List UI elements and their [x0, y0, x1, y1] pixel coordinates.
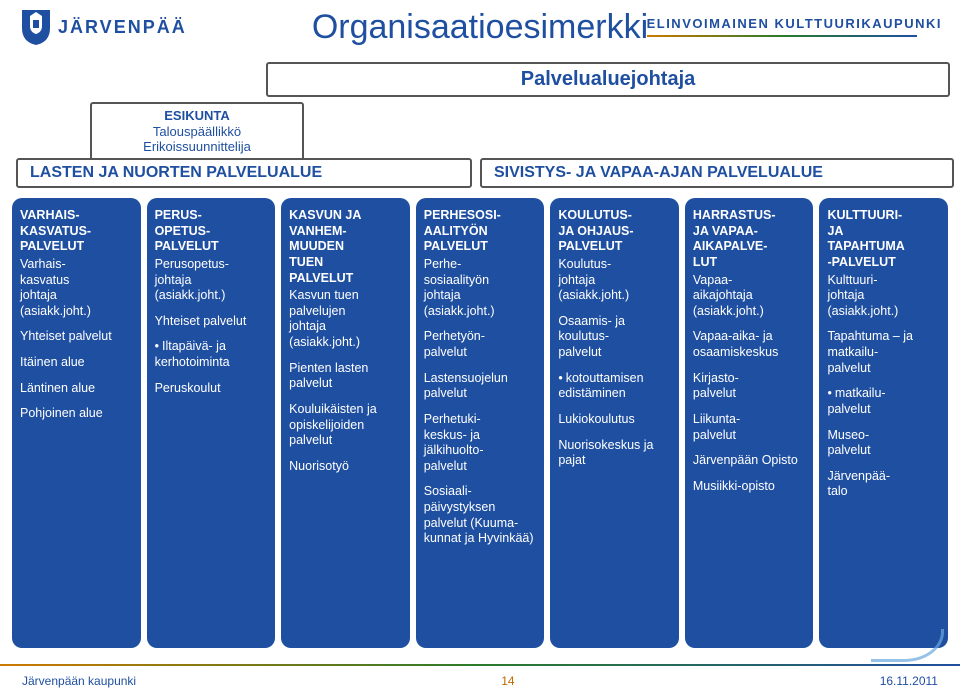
service-column: KOULUTUS-JA OHJAUS-PALVELUTKoulutus-joht…	[550, 198, 679, 648]
column-item: Lastensuojelun palvelut	[424, 371, 537, 402]
column-item: Nuorisokeskus ja pajat	[558, 438, 671, 469]
columns-container: VARHAIS-KASVATUS-PALVELUTVarhais-kasvatu…	[12, 198, 948, 648]
staff-line: Erikoissuunnittelija	[102, 139, 292, 155]
column-item: Yhteiset palvelut	[20, 329, 133, 345]
box-area-right: SIVISTYS- JA VAPAA-AJAN PALVELUALUE	[480, 158, 954, 188]
tagline: Elinvoimainen kulttuurikaupunki	[647, 16, 942, 37]
column-item: Nuorisotyö	[289, 459, 402, 475]
column-item: kotouttamisen edistäminen	[558, 371, 671, 402]
column-heading: HARRASTUS-JA VAPAA-AIKAPALVE-LUT	[693, 208, 806, 271]
column-item: Perhetuki-keskus- ja jälkihuolto-palvelu…	[424, 412, 537, 475]
footer-org: Järvenpään kaupunki	[22, 674, 136, 688]
footer-date: 16.11.2011	[880, 674, 938, 688]
footer-page: 14	[501, 674, 514, 688]
column-item: Kouluikäisten ja opiskelijoiden palvelut	[289, 402, 402, 449]
service-column: PERUS-OPETUS-PALVELUTPerusopetus-johtaja…	[147, 198, 276, 648]
column-heading: PERHESOSI-AALITYÖNPALVELUT	[424, 208, 537, 255]
column-item: Osaamis- ja koulutus-palvelut	[558, 314, 671, 361]
column-subheading: Perhe-sosiaalityönjohtaja(asiakk.joht.)	[424, 257, 537, 320]
column-item: Liikunta-palvelut	[693, 412, 806, 443]
column-heading: KASVUN JAVANHEM-MUUDENTUENPALVELUT	[289, 208, 402, 286]
column-item: Perhetyön-palvelut	[424, 329, 537, 360]
column-item: Järvenpää-talo	[827, 469, 940, 500]
column-item: Läntinen alue	[20, 381, 133, 397]
column-subheading: Varhais-kasvatusjohtaja(asiakk.joht.)	[20, 257, 133, 320]
box-director: Palvelualuejohtaja	[266, 62, 950, 97]
staff-title: ESIKUNTA	[102, 108, 292, 124]
column-item: Pohjoinen alue	[20, 406, 133, 422]
column-subheading: Kasvun tuenpalvelujenjohtaja(asiakk.joht…	[289, 288, 402, 351]
column-subheading: Vapaa-aikajohtaja(asiakk.joht.)	[693, 273, 806, 320]
column-item: Järvenpään Opisto	[693, 453, 806, 469]
box-area-left: LASTEN JA NUORTEN PALVELUALUE	[16, 158, 472, 188]
column-item: Museo-palvelut	[827, 428, 940, 459]
column-item: Vapaa-aika- ja osaamiskeskus	[693, 329, 806, 360]
column-item: Musiikki-opisto	[693, 479, 806, 495]
column-item: Kirjasto-palvelut	[693, 371, 806, 402]
footer: Järvenpään kaupunki 14 16.11.2011	[0, 674, 960, 688]
column-item: Iltapäivä- ja kerhotoiminta	[155, 339, 268, 370]
column-heading: PERUS-OPETUS-PALVELUT	[155, 208, 268, 255]
staff-line: Talouspäällikkö	[102, 124, 292, 140]
column-item: Itäinen alue	[20, 355, 133, 371]
column-item: Tapahtuma – ja matkailu-palvelut	[827, 329, 940, 376]
column-item: Pienten lasten palvelut	[289, 361, 402, 392]
column-item: Lukiokoulutus	[558, 412, 671, 428]
service-column: PERHESOSI-AALITYÖNPALVELUTPerhe-sosiaali…	[416, 198, 545, 648]
column-heading: KOULUTUS-JA OHJAUS-PALVELUT	[558, 208, 671, 255]
column-item: Peruskoulut	[155, 381, 268, 397]
column-heading: KULTTUURI-JATAPAHTUMA-PALVELUT	[827, 208, 940, 271]
column-heading: VARHAIS-KASVATUS-PALVELUT	[20, 208, 133, 255]
service-column: HARRASTUS-JA VAPAA-AIKAPALVE-LUTVapaa-ai…	[685, 198, 814, 648]
column-subheading: Perusopetus-johtaja(asiakk.joht.)	[155, 257, 268, 304]
column-subheading: Koulutus-johtaja(asiakk.joht.)	[558, 257, 671, 304]
service-column: KASVUN JAVANHEM-MUUDENTUENPALVELUTKasvun…	[281, 198, 410, 648]
column-item: matkailu-palvelut	[827, 386, 940, 417]
decorative-swoosh	[871, 629, 944, 662]
box-staff: ESIKUNTA Talouspäällikkö Erikoissuunnitt…	[90, 102, 304, 161]
service-column: VARHAIS-KASVATUS-PALVELUTVarhais-kasvatu…	[12, 198, 141, 648]
column-subheading: Kulttuuri-johtaja(asiakk.joht.)	[827, 273, 940, 320]
footer-divider	[0, 664, 960, 666]
column-item: Yhteiset palvelut	[155, 314, 268, 330]
column-item: Sosiaali-päivystyksen palvelut (Kuuma-ku…	[424, 484, 537, 547]
service-column: KULTTUURI-JATAPAHTUMA-PALVELUTKulttuuri-…	[819, 198, 948, 648]
